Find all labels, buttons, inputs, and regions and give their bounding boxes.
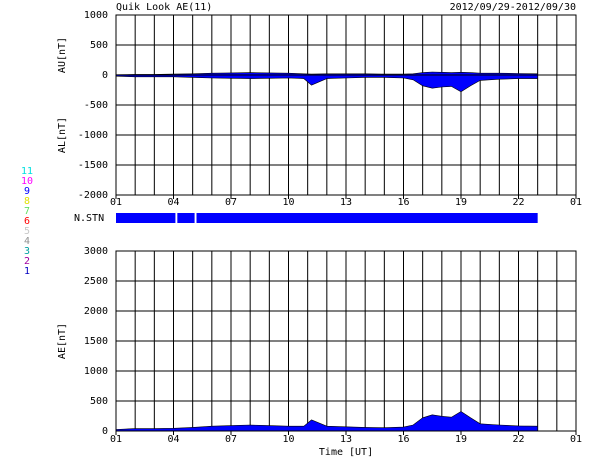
x-tick-label: 01 [110, 434, 122, 445]
y-tick-label: 2000 [84, 306, 108, 317]
chart-title: Quik Look AE(11) [116, 2, 212, 13]
station-number: 6 [24, 216, 30, 227]
x-tick-label: 04 [167, 197, 179, 208]
station-number: 5 [24, 226, 30, 237]
y-tick-label: 1000 [84, 10, 108, 21]
x-axis-label: Time [UT] [319, 447, 373, 458]
station-number: 8 [24, 196, 30, 207]
y-tick-label: 2500 [84, 276, 108, 287]
station-label: N.STN [74, 213, 104, 224]
y-axis-label: AE[nT] [57, 323, 68, 359]
x-tick-label: 13 [340, 434, 352, 445]
y-tick-label: 1000 [84, 366, 108, 377]
area [115, 74, 538, 93]
y-tick-label: 0 [102, 70, 108, 81]
plot-frame [115, 250, 577, 432]
x-tick-label: 16 [397, 434, 409, 445]
x-tick-label: 19 [455, 197, 467, 208]
y-tick-label: -500 [84, 100, 108, 111]
station-number: 10 [21, 176, 33, 187]
x-tick-label: 19 [455, 434, 467, 445]
x-tick-label: 22 [512, 434, 524, 445]
x-tick-label: 13 [340, 197, 352, 208]
x-tick-label: 01 [570, 434, 582, 445]
station-number: 4 [24, 236, 30, 247]
y-tick-label: -1000 [78, 130, 108, 141]
x-tick-label: 07 [225, 434, 237, 445]
y-axis-label: AL[nT] [57, 117, 68, 153]
date-range: 2012/09/29-2012/09/30 [450, 2, 576, 13]
x-tick-label: 22 [512, 197, 524, 208]
x-tick-label: 01 [570, 197, 582, 208]
station-number: 11 [21, 166, 33, 177]
area [115, 411, 538, 432]
y-axis-label: AU[nT] [57, 37, 68, 73]
station-number: 2 [24, 256, 30, 267]
y-tick-label: 0 [102, 426, 108, 437]
y-tick-label: -2000 [78, 190, 108, 201]
station-number: 3 [24, 246, 30, 257]
y-tick-label: -1500 [78, 160, 108, 171]
station-bar [116, 213, 176, 223]
y-tick-label: 500 [90, 396, 108, 407]
station-number: 1 [24, 266, 30, 277]
x-tick-label: 07 [225, 197, 237, 208]
x-tick-label: 10 [282, 197, 294, 208]
y-tick-label: 1500 [84, 336, 108, 347]
y-tick-label: 3000 [84, 246, 108, 257]
area [115, 71, 538, 76]
x-tick-label: 04 [167, 434, 179, 445]
y-tick-label: 500 [90, 40, 108, 51]
station-bar [177, 213, 195, 223]
plot-frame [115, 14, 577, 196]
station-number: 7 [24, 206, 30, 217]
x-tick-label: 10 [282, 434, 294, 445]
x-tick-label: 16 [397, 197, 409, 208]
station-bar [196, 213, 538, 223]
x-tick-label: 01 [110, 197, 122, 208]
station-number: 9 [24, 186, 30, 197]
